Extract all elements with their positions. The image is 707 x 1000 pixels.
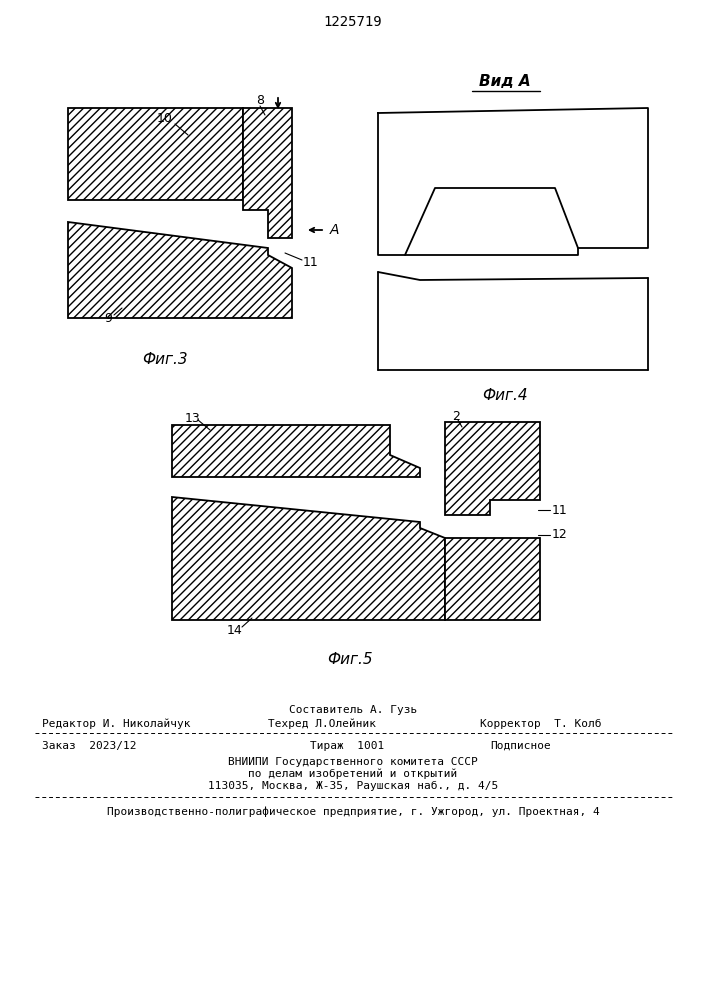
Text: Фиг.4: Фиг.4 bbox=[482, 387, 528, 402]
Text: Составитель А. Гузь: Составитель А. Гузь bbox=[289, 705, 417, 715]
Text: 113035, Москва, Ж-35, Раушская наб., д. 4/5: 113035, Москва, Ж-35, Раушская наб., д. … bbox=[208, 781, 498, 791]
Text: Заказ  2023/12: Заказ 2023/12 bbox=[42, 741, 136, 751]
Text: Фиг.5: Фиг.5 bbox=[327, 652, 373, 668]
Text: Вид А: Вид А bbox=[479, 75, 531, 90]
Polygon shape bbox=[68, 222, 292, 318]
Text: Техред Л.Олейник: Техред Л.Олейник bbox=[268, 719, 376, 729]
Text: A: A bbox=[330, 223, 339, 237]
Text: ВНИИПИ Государственного комитета СССР: ВНИИПИ Государственного комитета СССР bbox=[228, 757, 478, 767]
Text: 1225719: 1225719 bbox=[324, 15, 382, 29]
Polygon shape bbox=[445, 538, 540, 620]
Text: 2: 2 bbox=[452, 410, 460, 422]
Polygon shape bbox=[172, 425, 420, 477]
Text: 12: 12 bbox=[552, 528, 568, 542]
Polygon shape bbox=[68, 108, 243, 200]
Text: 11: 11 bbox=[303, 255, 319, 268]
Text: Тираж  1001: Тираж 1001 bbox=[310, 741, 384, 751]
Text: 14: 14 bbox=[227, 624, 243, 637]
Text: Корректор  Т. Колб: Корректор Т. Колб bbox=[480, 719, 602, 729]
Text: 13: 13 bbox=[185, 412, 201, 424]
Polygon shape bbox=[172, 497, 445, 620]
Polygon shape bbox=[243, 108, 292, 238]
Text: 9: 9 bbox=[104, 312, 112, 324]
Polygon shape bbox=[445, 422, 540, 515]
Text: Подписное: Подписное bbox=[490, 741, 551, 751]
Text: по делам изобретений и открытий: по делам изобретений и открытий bbox=[248, 769, 457, 779]
Text: Редактор И. Николайчук: Редактор И. Николайчук bbox=[42, 719, 190, 729]
Text: 10: 10 bbox=[157, 111, 173, 124]
Text: Фиг.3: Фиг.3 bbox=[142, 353, 188, 367]
Text: 8: 8 bbox=[256, 94, 264, 106]
Text: 11: 11 bbox=[552, 504, 568, 516]
Text: Производственно-полиграфическое предприятие, г. Ужгород, ул. Проектная, 4: Производственно-полиграфическое предприя… bbox=[107, 807, 600, 817]
